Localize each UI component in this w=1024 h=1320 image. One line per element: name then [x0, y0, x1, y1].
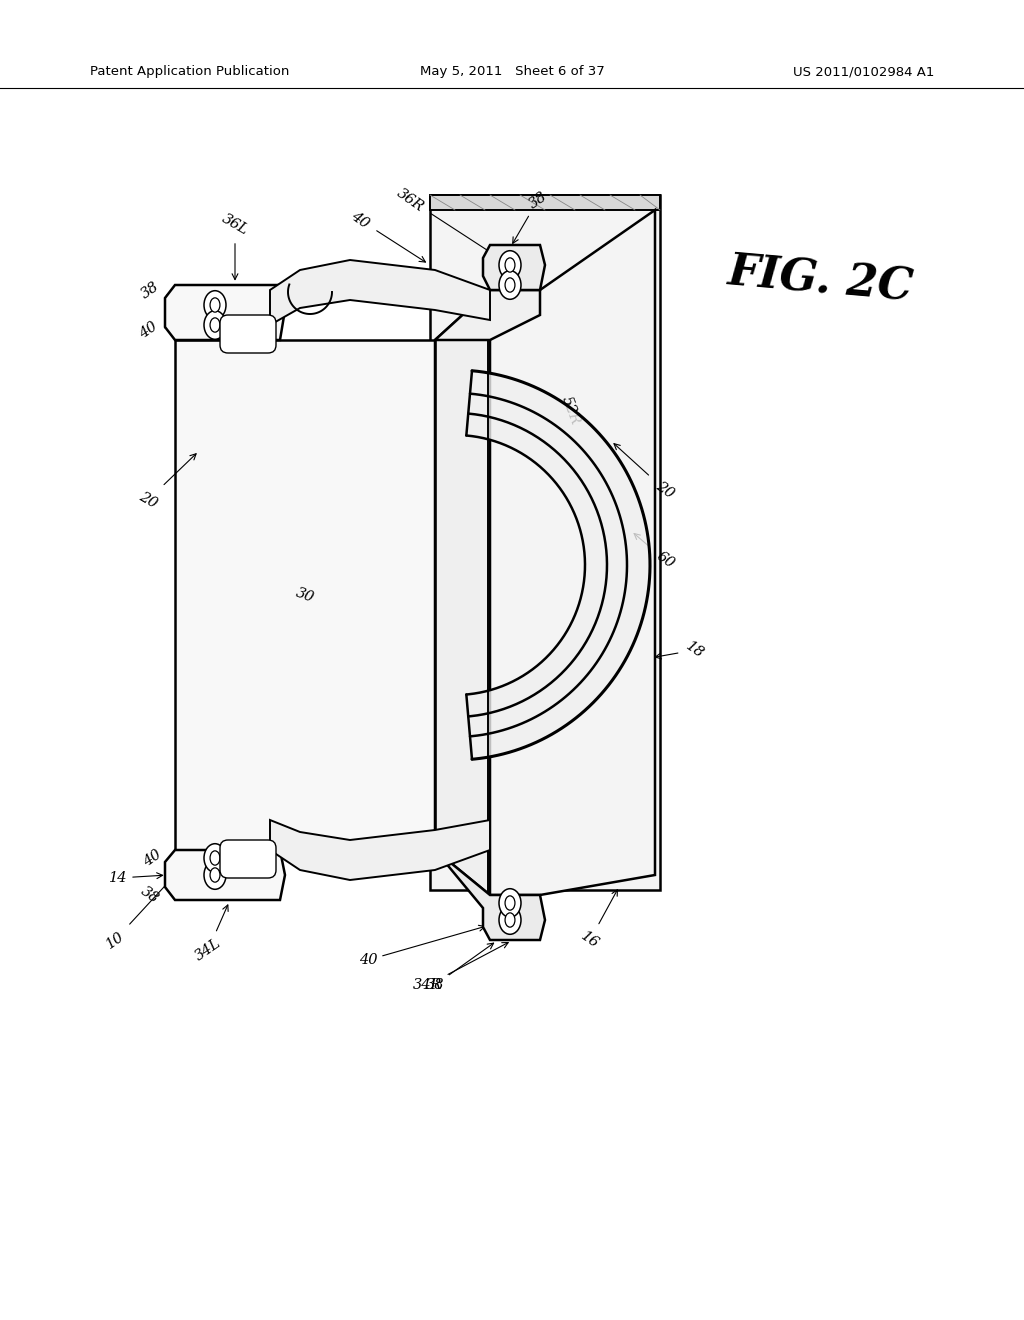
Text: 36L: 36L — [219, 213, 251, 280]
Ellipse shape — [204, 310, 226, 339]
Text: 40: 40 — [140, 847, 199, 869]
Text: 40: 40 — [136, 319, 199, 341]
Polygon shape — [165, 285, 285, 341]
Polygon shape — [435, 290, 540, 341]
Text: 52R: 52R — [558, 393, 582, 426]
Text: 16: 16 — [579, 890, 617, 950]
Polygon shape — [430, 195, 660, 890]
Text: May 5, 2011   Sheet 6 of 37: May 5, 2011 Sheet 6 of 37 — [420, 66, 604, 78]
Text: 38: 38 — [138, 876, 199, 906]
Ellipse shape — [499, 906, 521, 935]
FancyBboxPatch shape — [220, 840, 276, 878]
Ellipse shape — [204, 843, 226, 873]
Ellipse shape — [499, 251, 521, 280]
Text: 34R: 34R — [414, 942, 508, 993]
Text: 20: 20 — [614, 444, 677, 502]
Ellipse shape — [505, 913, 515, 927]
Text: FIG. 2C: FIG. 2C — [725, 251, 914, 309]
Polygon shape — [165, 850, 285, 900]
Text: 36R: 36R — [394, 186, 506, 263]
Ellipse shape — [505, 896, 515, 911]
Polygon shape — [435, 290, 490, 895]
Text: US 2011/0102984 A1: US 2011/0102984 A1 — [793, 66, 934, 78]
Ellipse shape — [204, 861, 226, 890]
Text: 38: 38 — [513, 189, 550, 243]
Polygon shape — [175, 341, 435, 850]
Polygon shape — [435, 850, 545, 940]
Ellipse shape — [499, 271, 521, 300]
Text: 40: 40 — [348, 209, 425, 263]
Text: 14: 14 — [109, 871, 163, 884]
Polygon shape — [466, 371, 650, 759]
Ellipse shape — [210, 851, 220, 865]
Polygon shape — [483, 246, 545, 290]
Text: 60: 60 — [634, 533, 677, 572]
Polygon shape — [270, 820, 490, 880]
Text: 38: 38 — [426, 944, 494, 993]
Text: 10: 10 — [103, 879, 171, 950]
Ellipse shape — [210, 298, 220, 312]
Ellipse shape — [505, 257, 515, 272]
Ellipse shape — [204, 290, 226, 319]
Ellipse shape — [505, 277, 515, 292]
Polygon shape — [270, 260, 490, 325]
Polygon shape — [488, 210, 655, 895]
Text: 34L: 34L — [193, 906, 228, 964]
Text: Patent Application Publication: Patent Application Publication — [90, 66, 290, 78]
Text: 38: 38 — [138, 279, 199, 305]
Text: 32R: 32R — [443, 576, 476, 605]
FancyBboxPatch shape — [220, 315, 276, 352]
Text: 30: 30 — [294, 585, 316, 605]
Text: 40: 40 — [358, 925, 484, 968]
Text: 20: 20 — [136, 454, 197, 511]
Text: 18: 18 — [655, 639, 707, 661]
Ellipse shape — [210, 318, 220, 333]
Ellipse shape — [210, 867, 220, 882]
Polygon shape — [430, 195, 660, 210]
Ellipse shape — [499, 888, 521, 917]
